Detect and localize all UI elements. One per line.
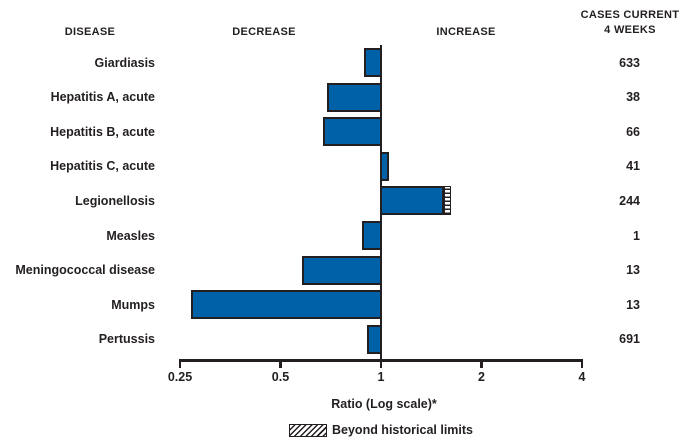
row-cases-value: 41: [626, 159, 640, 174]
row-disease-label: Giardiasis: [94, 55, 155, 70]
column-header-disease: DISEASE: [64, 26, 116, 38]
beyond-historical-limits-marker: [444, 186, 452, 216]
x-axis-title: Ratio (Log scale)*: [331, 397, 437, 411]
ratio-bar: [302, 255, 383, 285]
row-cases-value: 13: [626, 263, 640, 278]
row-cases-value: 633: [619, 55, 640, 70]
row-cases-value: 691: [619, 332, 640, 347]
ratio-bar: [379, 186, 445, 216]
x-axis-tick: [480, 359, 483, 368]
row-disease-label: Meningococcal disease: [15, 263, 155, 278]
ratio-bar: [367, 324, 383, 354]
column-header-cases-line1: CASES CURRENT: [580, 9, 680, 21]
ratio-bar: [327, 82, 383, 112]
row-disease-label: Hepatitis A, acute: [50, 90, 155, 105]
row-cases-value: 1: [633, 228, 640, 243]
column-header-cases-line2: 4 WEEKS: [604, 24, 656, 36]
row-disease-label: Hepatitis C, acute: [50, 159, 155, 174]
x-axis-tick-label: 2: [478, 370, 485, 384]
row-cases-value: 66: [626, 124, 640, 139]
x-axis-tick-label: 0.5: [271, 370, 290, 384]
x-axis-tick: [178, 359, 182, 368]
ratio-bar: [379, 151, 390, 181]
column-header-increase: INCREASE: [436, 26, 496, 38]
row-disease-label: Mumps: [111, 297, 155, 312]
x-axis-tick-label: 1: [377, 370, 385, 384]
ratio-bar: [362, 221, 383, 250]
row-disease-label: Pertussis: [98, 332, 155, 347]
legend-hatch-swatch: [289, 424, 327, 437]
legend-label: Beyond historical limits: [332, 423, 474, 437]
row-cases-value: 38: [626, 90, 640, 105]
row-disease-label: Hepatitis B, acute: [50, 124, 155, 139]
column-header-cases-current-4-weeks: CASES CURRENT 4 WEEKS: [581, 8, 680, 38]
x-axis-tick-label: 0.25: [167, 370, 193, 384]
x-axis-tick-label: 4: [578, 370, 586, 384]
row-cases-value: 13: [626, 297, 640, 312]
row-disease-label: Measles: [106, 228, 155, 243]
column-header-decrease: DECREASE: [232, 26, 296, 38]
x-axis-tick: [580, 359, 584, 368]
x-axis-tick: [279, 359, 282, 368]
row-disease-label: Legionellosis: [75, 193, 155, 208]
ratio-bar: [191, 290, 383, 320]
ratio-bar: [322, 117, 383, 147]
ratio-bar: [364, 48, 383, 77]
x-axis-tick: [379, 359, 383, 368]
row-cases-value: 244: [619, 193, 640, 208]
